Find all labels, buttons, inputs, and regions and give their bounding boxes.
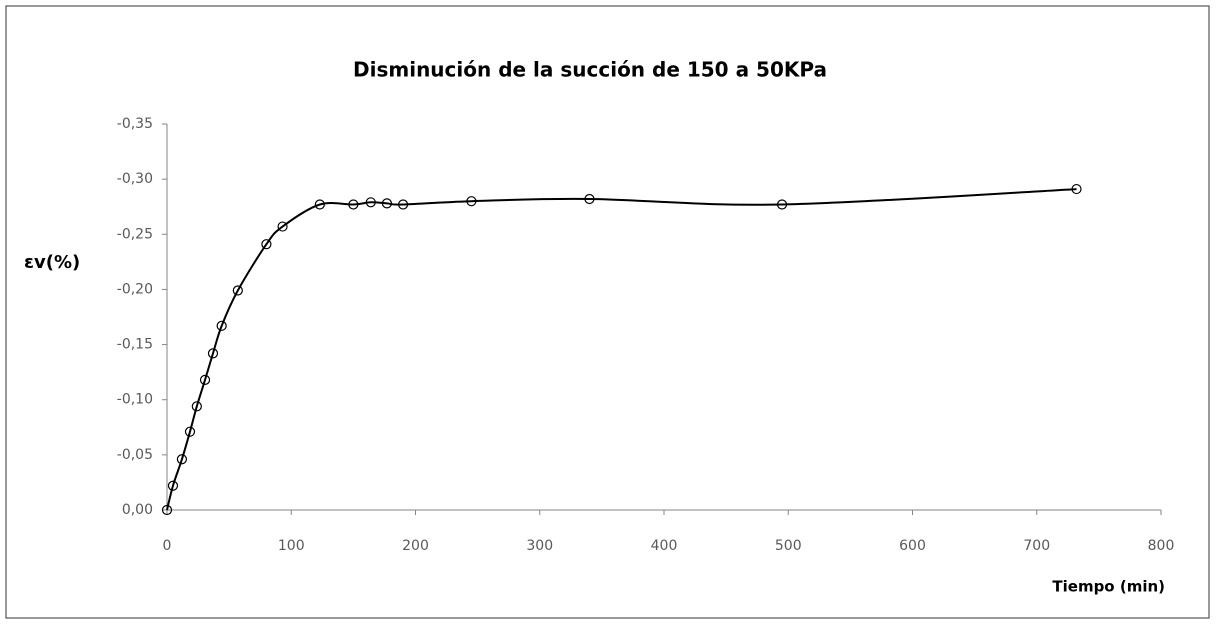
- x-tick-label: 500: [775, 538, 802, 554]
- data-point: [466, 196, 477, 207]
- x-tick-label: 800: [1148, 538, 1175, 554]
- trend-line: [166, 188, 1077, 511]
- data-point: [161, 504, 173, 516]
- data-point: [381, 198, 393, 209]
- data-point: [191, 401, 202, 412]
- y-tick-label: -0,05: [117, 447, 153, 463]
- data-point: [397, 199, 409, 210]
- data-point: [167, 480, 179, 491]
- y-tick-label: -0,10: [117, 392, 153, 408]
- data-point: [207, 348, 219, 359]
- y-tick-label: -0,15: [117, 337, 153, 353]
- data-point: [277, 221, 288, 232]
- x-tick-label: 0: [163, 538, 172, 554]
- data-point: [176, 454, 188, 465]
- y-tick-label: -0,30: [117, 171, 153, 187]
- x-tick-label: 400: [651, 538, 678, 554]
- data-point: [199, 374, 211, 385]
- data-point: [584, 193, 595, 205]
- data-point: [365, 197, 376, 208]
- data-point: [232, 285, 243, 296]
- x-tick-label: 700: [1023, 538, 1050, 554]
- x-tick-label: 300: [526, 538, 553, 554]
- x-tick-label: 600: [899, 538, 926, 554]
- y-tick-label: -0,35: [117, 116, 153, 132]
- x-tick-label: 200: [402, 538, 429, 554]
- y-tick-label: 0,00: [122, 502, 153, 518]
- x-axis-label: Tiempo (min): [1052, 578, 1165, 596]
- y-tick-label: -0,20: [117, 281, 153, 297]
- y-tick-label: -0,25: [117, 226, 153, 242]
- chart-title: Disminución de la succión de 150 a 50KPa: [353, 58, 827, 82]
- y-axis-label: εv(%): [24, 252, 80, 273]
- data-point: [348, 199, 359, 210]
- data-point: [261, 239, 272, 250]
- data-point: [1071, 183, 1082, 195]
- data-point: [776, 199, 788, 210]
- data-point: [216, 320, 227, 331]
- chart-frame: [5, 5, 1210, 619]
- data-point: [314, 199, 325, 210]
- x-tick-label: 100: [278, 538, 305, 554]
- data-point: [184, 426, 196, 437]
